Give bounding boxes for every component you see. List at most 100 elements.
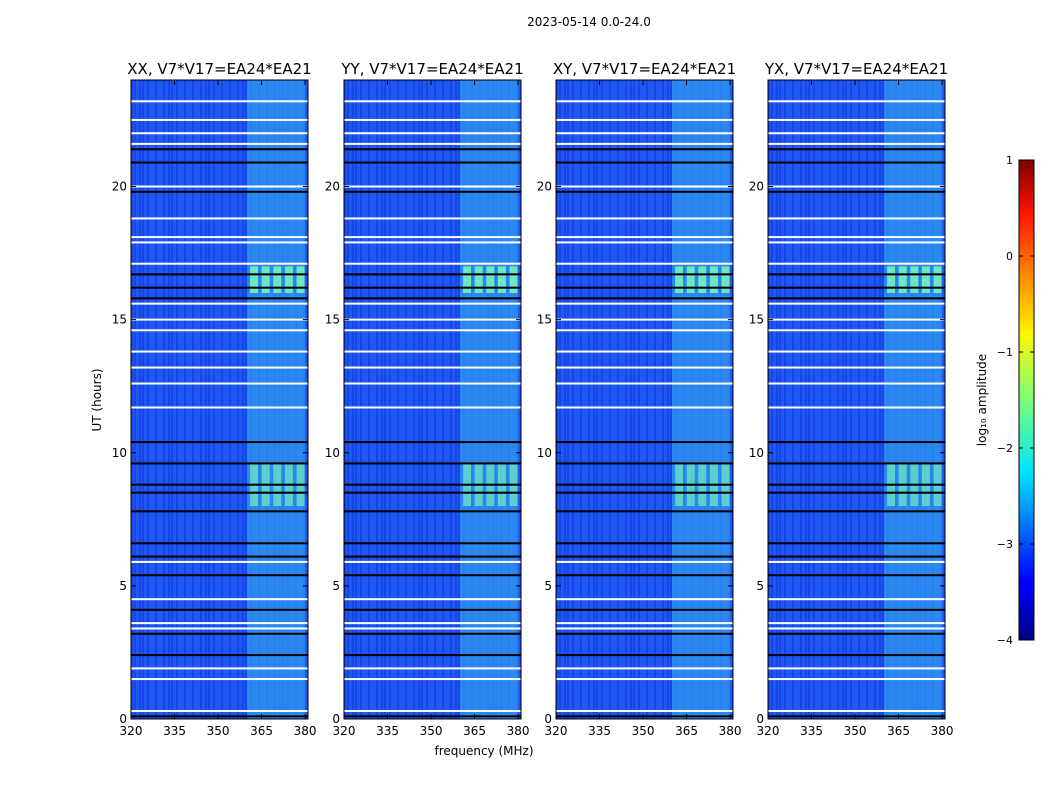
flag-line [768,217,945,220]
flag-line [344,366,521,369]
noise-stripe [368,80,370,719]
noise-stripe [413,80,415,719]
y-tick-label: 10 [325,446,340,460]
noise-stripe [434,80,436,719]
flag-line [556,710,733,713]
rfi-burst [497,266,506,293]
dropout-line [344,632,521,635]
flag-line [556,382,733,385]
flag-line [344,382,521,385]
dropout-line [131,654,308,657]
dropout-line [131,441,308,444]
flag-line [131,262,308,265]
rfi-burst [921,266,930,293]
noise-stripe [397,80,399,719]
panel-title: YY, V7*V17=EA24*EA21 [340,60,523,78]
dropout-line [768,297,945,300]
rfi-burst [698,266,707,293]
noise-stripe [426,80,428,719]
dropout-line [344,654,521,657]
panels-group: XX, V7*V17=EA24*EA21 320 335 350 365 380 0 5 10 1… [112,60,954,738]
noise-stripe [866,80,868,719]
dropout-line [344,273,521,276]
x-tick-label: 335 [376,724,399,738]
noise-stripe [588,80,590,719]
flag-line [556,142,733,145]
rfi-burst [250,266,259,293]
dropout-line [131,483,308,486]
flag-line [131,598,308,601]
dropout-line [556,462,733,465]
dropout-line [768,715,945,718]
flag-line [768,236,945,239]
y-tick-label: 10 [112,446,127,460]
noise-stripe [662,80,664,719]
flag-line [131,142,308,145]
noise-stripe [442,80,444,719]
noise-stripe [593,80,595,719]
y-tick-label: 20 [112,180,127,194]
noise-stripe [229,80,231,719]
x-tick-label: 380 [719,724,742,738]
dropout-line [131,286,308,289]
noise-stripe [654,80,656,719]
flag-line [768,132,945,135]
colorbar-tick-label: 0 [1006,250,1013,263]
figure-suptitle: 2023-05-14 0.0-24.0 [527,15,651,29]
rfi-burst [675,266,684,293]
flag-line [556,118,733,121]
noise-stripe [850,80,852,719]
flag-line [768,627,945,630]
x-tick-label: 365 [463,724,486,738]
flag-line [768,302,945,305]
noise-stripe [821,80,823,719]
x-tick-label: 320 [333,724,356,738]
flag-line [556,366,733,369]
dropout-line [556,715,733,718]
y-tick-label: 20 [325,180,340,194]
colorbar: −4 −3 −2 −1 0 1 log₁₀ amplitude [975,154,1035,647]
noise-stripe [355,80,357,719]
noise-stripe [168,80,170,719]
x-tick-label: 350 [844,724,867,738]
y-tick-label: 0 [756,712,764,726]
dropout-line [344,491,521,494]
flag-line [344,350,521,353]
flag-line [344,132,521,135]
dropout-line [131,462,308,465]
noise-stripe [601,80,603,719]
flag-line [344,560,521,563]
noise-stripe [344,80,346,719]
flag-line [131,318,308,321]
panel-yy: YY, V7*V17=EA24*EA21 320 335 350 365 380 0 5 10 1… [325,60,530,738]
dropout-line [556,483,733,486]
noise-stripe [800,80,802,719]
x-tick-label: 350 [632,724,655,738]
dropout-line [344,161,521,164]
flag-line [768,598,945,601]
y-tick-label: 15 [537,313,552,327]
dropout-line [556,190,733,193]
noise-stripe [376,80,378,719]
noise-stripe [808,80,810,719]
flag-line [344,142,521,145]
noise-stripe [134,80,136,719]
dropout-line [768,273,945,276]
y-tick-label: 15 [749,313,764,327]
flag-line [556,241,733,244]
dropout-line [768,161,945,164]
flag-line [131,118,308,121]
flag-line [344,710,521,713]
noise-stripe [567,80,569,719]
flag-line [131,302,308,305]
dropout-line [344,483,521,486]
dropout-line [131,510,308,513]
flag-line [768,366,945,369]
x-tick-label: 380 [294,724,317,738]
dropout-line [556,632,733,635]
colorbar-tick-label: −1 [997,346,1013,359]
noise-stripe [389,80,391,719]
flag-line [556,217,733,220]
flag-line [768,329,945,332]
flag-line [556,262,733,265]
